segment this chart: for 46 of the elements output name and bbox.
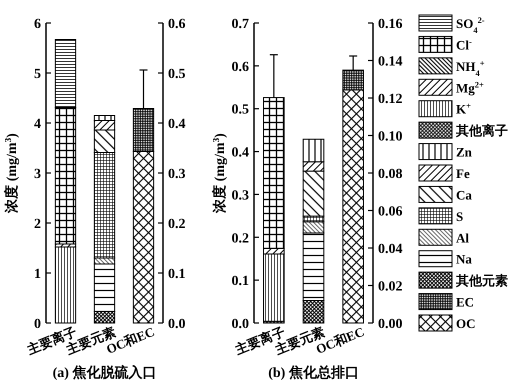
y-tick-label: 6 (34, 17, 41, 32)
y-tick-label: 0.7 (232, 17, 249, 32)
y-tick-label: 2 (34, 217, 41, 232)
y2-tick-label: 0.6 (168, 17, 186, 32)
y2-tick-label: 0.00 (378, 317, 402, 332)
legend-label: Zn (456, 144, 473, 160)
legend-label: S (456, 208, 464, 224)
legend-label: K$^{+}$ (456, 100, 472, 117)
y2-tick-label: 0.08 (378, 167, 402, 182)
y-tick-label: 0.1 (232, 274, 249, 290)
y2-tick-label: 0.4 (168, 117, 186, 132)
y-tick-label: 0 (34, 317, 41, 332)
text: (b) 焦化总排口 (268, 365, 359, 381)
legend-label: EC (456, 294, 474, 310)
y2-tick-label: 0.3 (168, 167, 186, 182)
y2-tick-label: 0.06 (378, 204, 402, 220)
y-tick-label: 0.4 (232, 146, 249, 161)
y-tick-label: 0.3 (232, 188, 249, 204)
y2-tick-label: 0.04 (378, 242, 402, 257)
y-tick-label: 0.5 (232, 102, 249, 118)
legend-label: 其他元素 (455, 273, 508, 288)
y2-tick-label: 0.10 (378, 130, 402, 144)
y-tick-label: 5 (34, 67, 41, 82)
legend-label: Ca (456, 187, 472, 202)
y2-tick-label: 0.5 (168, 67, 186, 82)
y-tick-label: 3 (34, 167, 41, 182)
y2-tick-label: 0.12 (378, 92, 402, 107)
legend-label: OC (456, 316, 476, 331)
y2-tick-label: 0.1 (168, 267, 186, 282)
y-tick-label: 0.0 (232, 317, 249, 332)
y-tick-label: 0.2 (232, 231, 249, 246)
legend-label: Mg$^{2+}$ (456, 79, 484, 96)
legend-label: Cl$^{-}$ (456, 36, 472, 52)
y2-tick-label: 0.16 (378, 17, 402, 32)
y-tick-label: 1 (34, 267, 41, 282)
legend-label: Fe (456, 166, 470, 181)
y2-tick-label: 0.14 (378, 54, 402, 70)
legend-label: 其他离子 (455, 123, 508, 138)
y2-tick-label: 0.0 (168, 317, 186, 332)
legend-label: Al (456, 230, 470, 246)
text: (a) 焦化脱硫入口 (52, 364, 156, 381)
legend-label: Na (456, 252, 472, 267)
y2-tick-label: 0.02 (378, 280, 402, 294)
y-tick-label: 4 (34, 117, 41, 132)
y-tick-label: 0.6 (232, 60, 249, 75)
y2-tick-label: 0.2 (168, 217, 186, 232)
